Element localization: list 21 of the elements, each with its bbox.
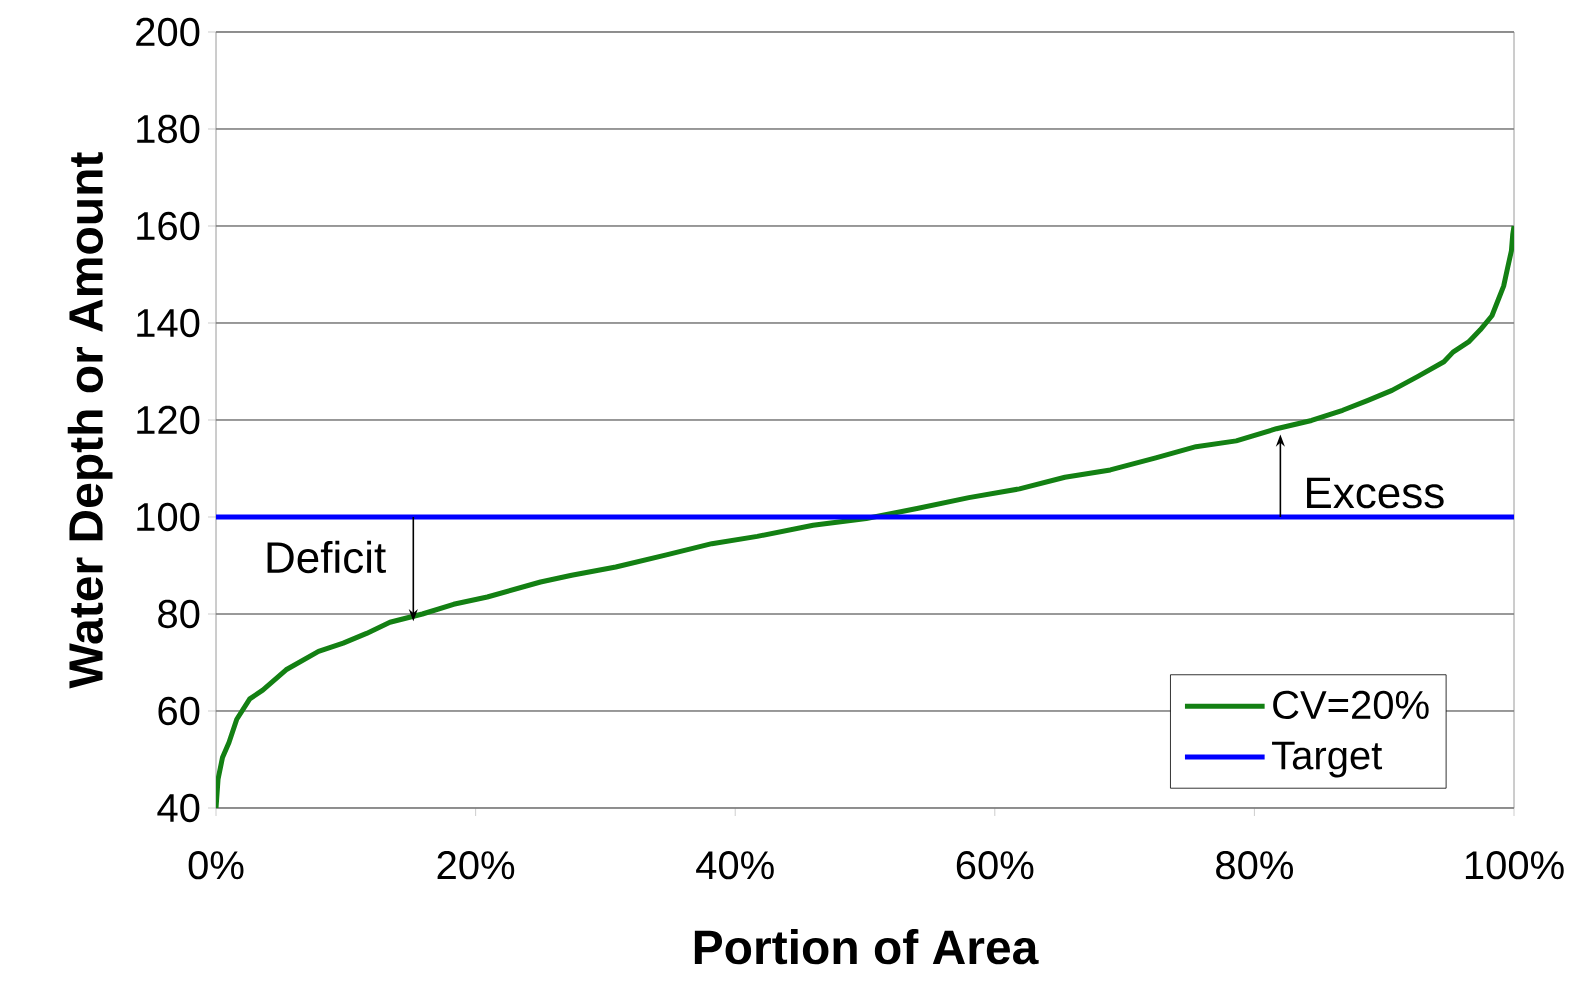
- y-tick-label: 80: [158, 599, 200, 629]
- x-tick-label: 0%: [188, 851, 244, 880]
- y-tick-label: 40: [157, 793, 200, 823]
- x-tick-label: 80%: [1216, 851, 1293, 880]
- annotation: Excess: [1307, 477, 1444, 509]
- annotation: Deficit: [267, 540, 386, 574]
- y-tick-label: 60: [158, 696, 200, 726]
- y-axis-title: Water Depth or Amount: [67, 152, 113, 689]
- legend-label: Target: [1272, 741, 1383, 778]
- x-tick-label: 20%: [437, 851, 515, 880]
- y-tick-label: 100: [137, 502, 200, 532]
- legend-label: CV=20%: [1273, 690, 1429, 720]
- y-tick-label: 140: [137, 308, 200, 338]
- y-tick-label: 200: [136, 17, 200, 47]
- x-tick-label: 60%: [956, 851, 1034, 880]
- x-tick-label: 100%: [1465, 851, 1564, 880]
- y-tick-label: 160: [137, 211, 200, 241]
- y-tick-label: 180: [137, 114, 200, 144]
- x-tick-label: 40%: [696, 851, 774, 880]
- y-tick-label: 120: [137, 405, 200, 435]
- x-axis-title: Portion of Area: [694, 929, 1039, 965]
